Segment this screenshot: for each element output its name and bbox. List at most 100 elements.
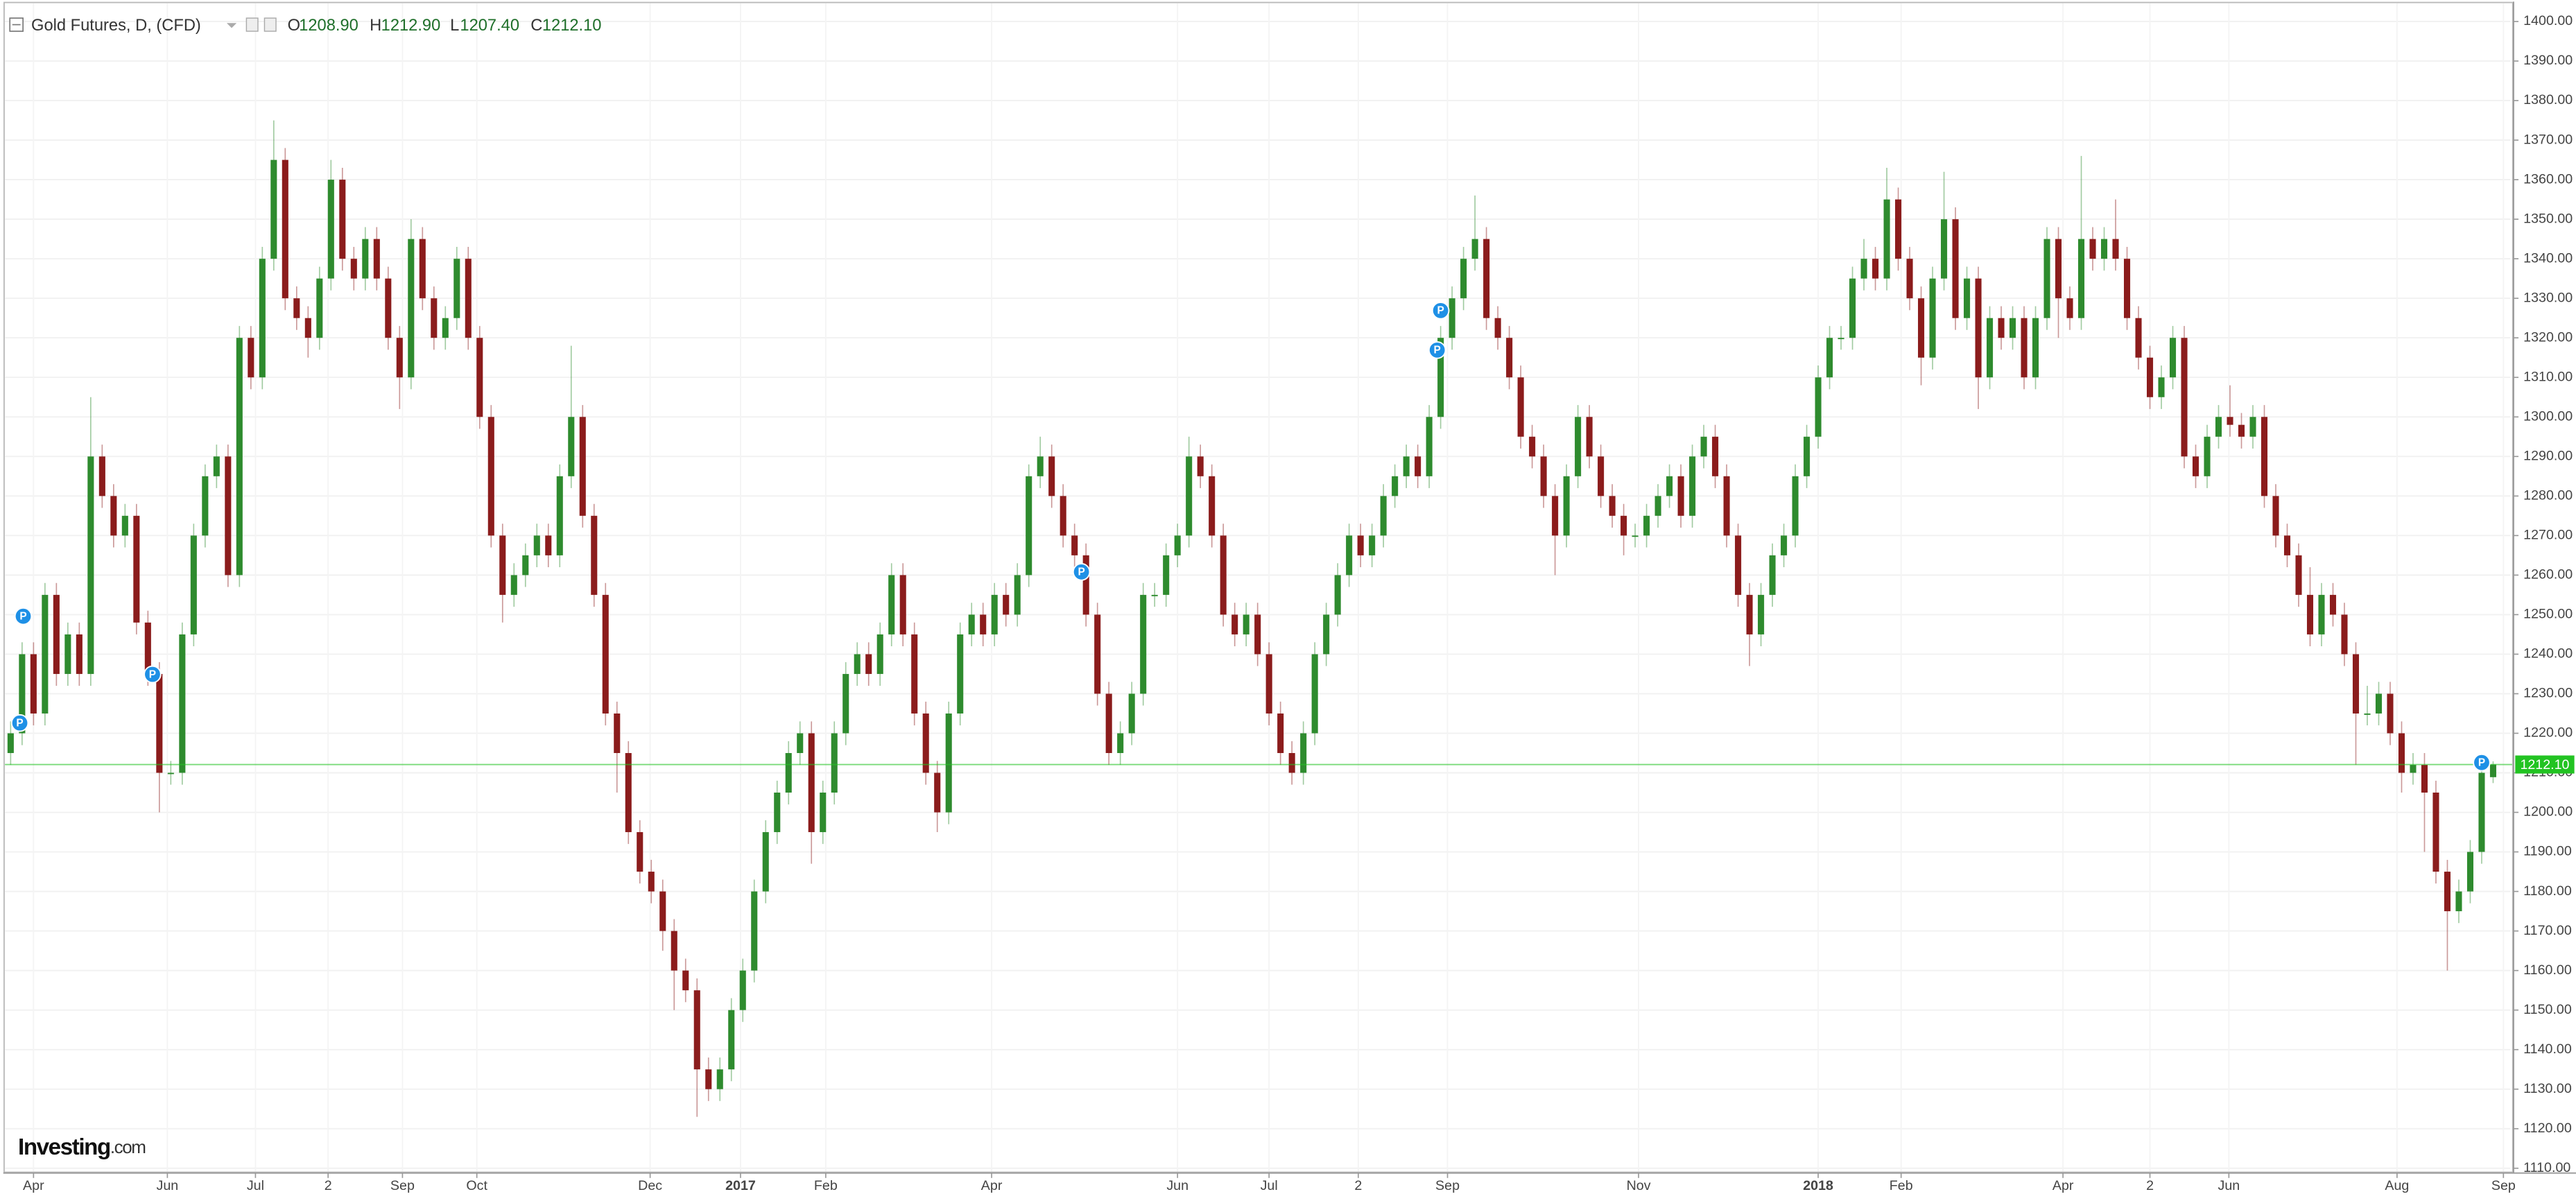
event-marker-label: P bbox=[2478, 757, 2485, 768]
x-tick-label: Sep bbox=[390, 1178, 415, 1193]
candle-body bbox=[533, 535, 540, 555]
candle-body bbox=[1334, 575, 1341, 615]
y-tick-label: 1370.00 bbox=[2523, 132, 2573, 147]
y-tick-label: 1180.00 bbox=[2523, 883, 2572, 899]
candle-body bbox=[282, 159, 288, 299]
y-tick-label: 1160.00 bbox=[2523, 962, 2572, 978]
candle-body bbox=[293, 298, 300, 318]
candle-body bbox=[1105, 693, 1112, 753]
candle-body bbox=[957, 634, 964, 714]
candle-body bbox=[190, 535, 197, 634]
event-marker-label: P bbox=[149, 668, 156, 680]
event-marker bbox=[14, 607, 33, 625]
x-tick-label: Aug bbox=[2385, 1178, 2409, 1193]
event-marker bbox=[144, 665, 162, 684]
candle-body bbox=[396, 338, 403, 378]
candle-body bbox=[2043, 239, 2050, 318]
candle-body bbox=[1471, 239, 1478, 259]
close-icon[interactable] bbox=[263, 17, 277, 32]
candle-body bbox=[1311, 654, 1318, 734]
y-tick-label: 1170.00 bbox=[2523, 923, 2572, 938]
candle-body bbox=[1117, 733, 1124, 753]
candle-body bbox=[2089, 239, 2096, 259]
candle-body bbox=[1552, 496, 1559, 536]
y-tick-label: 1200.00 bbox=[2523, 804, 2573, 820]
candle-body bbox=[167, 772, 174, 775]
candle-body bbox=[1838, 338, 1844, 340]
candle-body bbox=[774, 793, 781, 833]
title-dropdown[interactable] bbox=[226, 23, 237, 28]
candle-body bbox=[408, 239, 415, 378]
candle-body bbox=[76, 634, 83, 674]
candle-body bbox=[1460, 259, 1467, 299]
candle-body bbox=[2455, 891, 2462, 912]
plot-border bbox=[3, 1, 2514, 1173]
candle-body bbox=[1723, 476, 1730, 536]
candle-body bbox=[1300, 733, 1307, 773]
candle-body bbox=[991, 594, 998, 634]
candle-body bbox=[339, 180, 346, 259]
event-marker bbox=[1431, 302, 1450, 320]
candle-body bbox=[2329, 594, 2337, 615]
candle-body bbox=[2398, 733, 2405, 773]
candle-body bbox=[2021, 318, 2028, 378]
candle-body bbox=[1174, 535, 1181, 555]
x-tick-label: Dec bbox=[638, 1178, 662, 1193]
candle-body bbox=[1700, 436, 1707, 457]
candle-body bbox=[1037, 456, 1044, 476]
candle-body bbox=[1060, 496, 1066, 536]
x-tick-label: 2 bbox=[1354, 1178, 1362, 1193]
y-tick-label: 1280.00 bbox=[2523, 488, 2573, 503]
candle-body bbox=[442, 318, 449, 338]
candle-body bbox=[1209, 476, 1216, 536]
candle-body bbox=[30, 654, 37, 714]
x-tick-label: 2018 bbox=[1803, 1178, 1833, 1193]
y-tick-label: 1390.00 bbox=[2523, 53, 2573, 68]
candle-body bbox=[2295, 555, 2302, 595]
x-tick-label: Jun bbox=[2218, 1178, 2240, 1193]
candle-body bbox=[1815, 377, 1822, 437]
candle-body bbox=[682, 970, 689, 991]
candle-body bbox=[2192, 456, 2199, 476]
candle-body bbox=[1563, 476, 1570, 536]
candle-body bbox=[510, 575, 517, 595]
candle-body bbox=[934, 772, 941, 813]
event-marker bbox=[1072, 563, 1091, 581]
x-tick-label: 2 bbox=[2146, 1178, 2154, 1193]
candle-body bbox=[2306, 594, 2314, 634]
x-tick-label: Sep bbox=[1435, 1178, 1460, 1193]
candle-body bbox=[121, 515, 128, 536]
candle-body bbox=[2055, 239, 2062, 299]
candle-body bbox=[2204, 436, 2211, 476]
candle-body bbox=[693, 990, 700, 1070]
candle-body bbox=[2181, 338, 2188, 457]
candle-body bbox=[2066, 298, 2073, 318]
candle-body bbox=[1243, 614, 1250, 634]
candle-body bbox=[2466, 852, 2474, 892]
candle-body bbox=[1483, 239, 1490, 318]
event-marker bbox=[2473, 753, 2491, 772]
x-tick-label: Nov bbox=[1627, 1178, 1651, 1193]
candle-body bbox=[133, 515, 140, 623]
y-tick-label: 1270.00 bbox=[2523, 528, 2573, 543]
grid bbox=[5, 3, 2511, 1172]
candle-body bbox=[2249, 417, 2256, 437]
candle-body bbox=[1895, 199, 1902, 259]
ohlc-label: L bbox=[450, 17, 459, 35]
event-marker-label: P bbox=[1437, 305, 1444, 317]
candle-body bbox=[1437, 338, 1444, 417]
brand: Investing bbox=[18, 1134, 110, 1160]
candle-body bbox=[1781, 535, 1788, 555]
candle-body bbox=[1357, 535, 1364, 555]
x-tick-label: Apr bbox=[2052, 1178, 2074, 1193]
settings-icon[interactable] bbox=[245, 17, 259, 32]
event-marker-label: P bbox=[1434, 345, 1441, 356]
candle-body bbox=[362, 239, 369, 279]
candle-body bbox=[637, 832, 643, 872]
candle-body bbox=[545, 535, 552, 555]
candle-body bbox=[2272, 496, 2279, 536]
candle-body bbox=[1323, 614, 1330, 655]
y-tick-label: 1400.00 bbox=[2523, 13, 2573, 28]
y-tick-label: 1150.00 bbox=[2523, 1002, 2572, 1017]
y-tick-label: 1260.00 bbox=[2523, 567, 2573, 582]
